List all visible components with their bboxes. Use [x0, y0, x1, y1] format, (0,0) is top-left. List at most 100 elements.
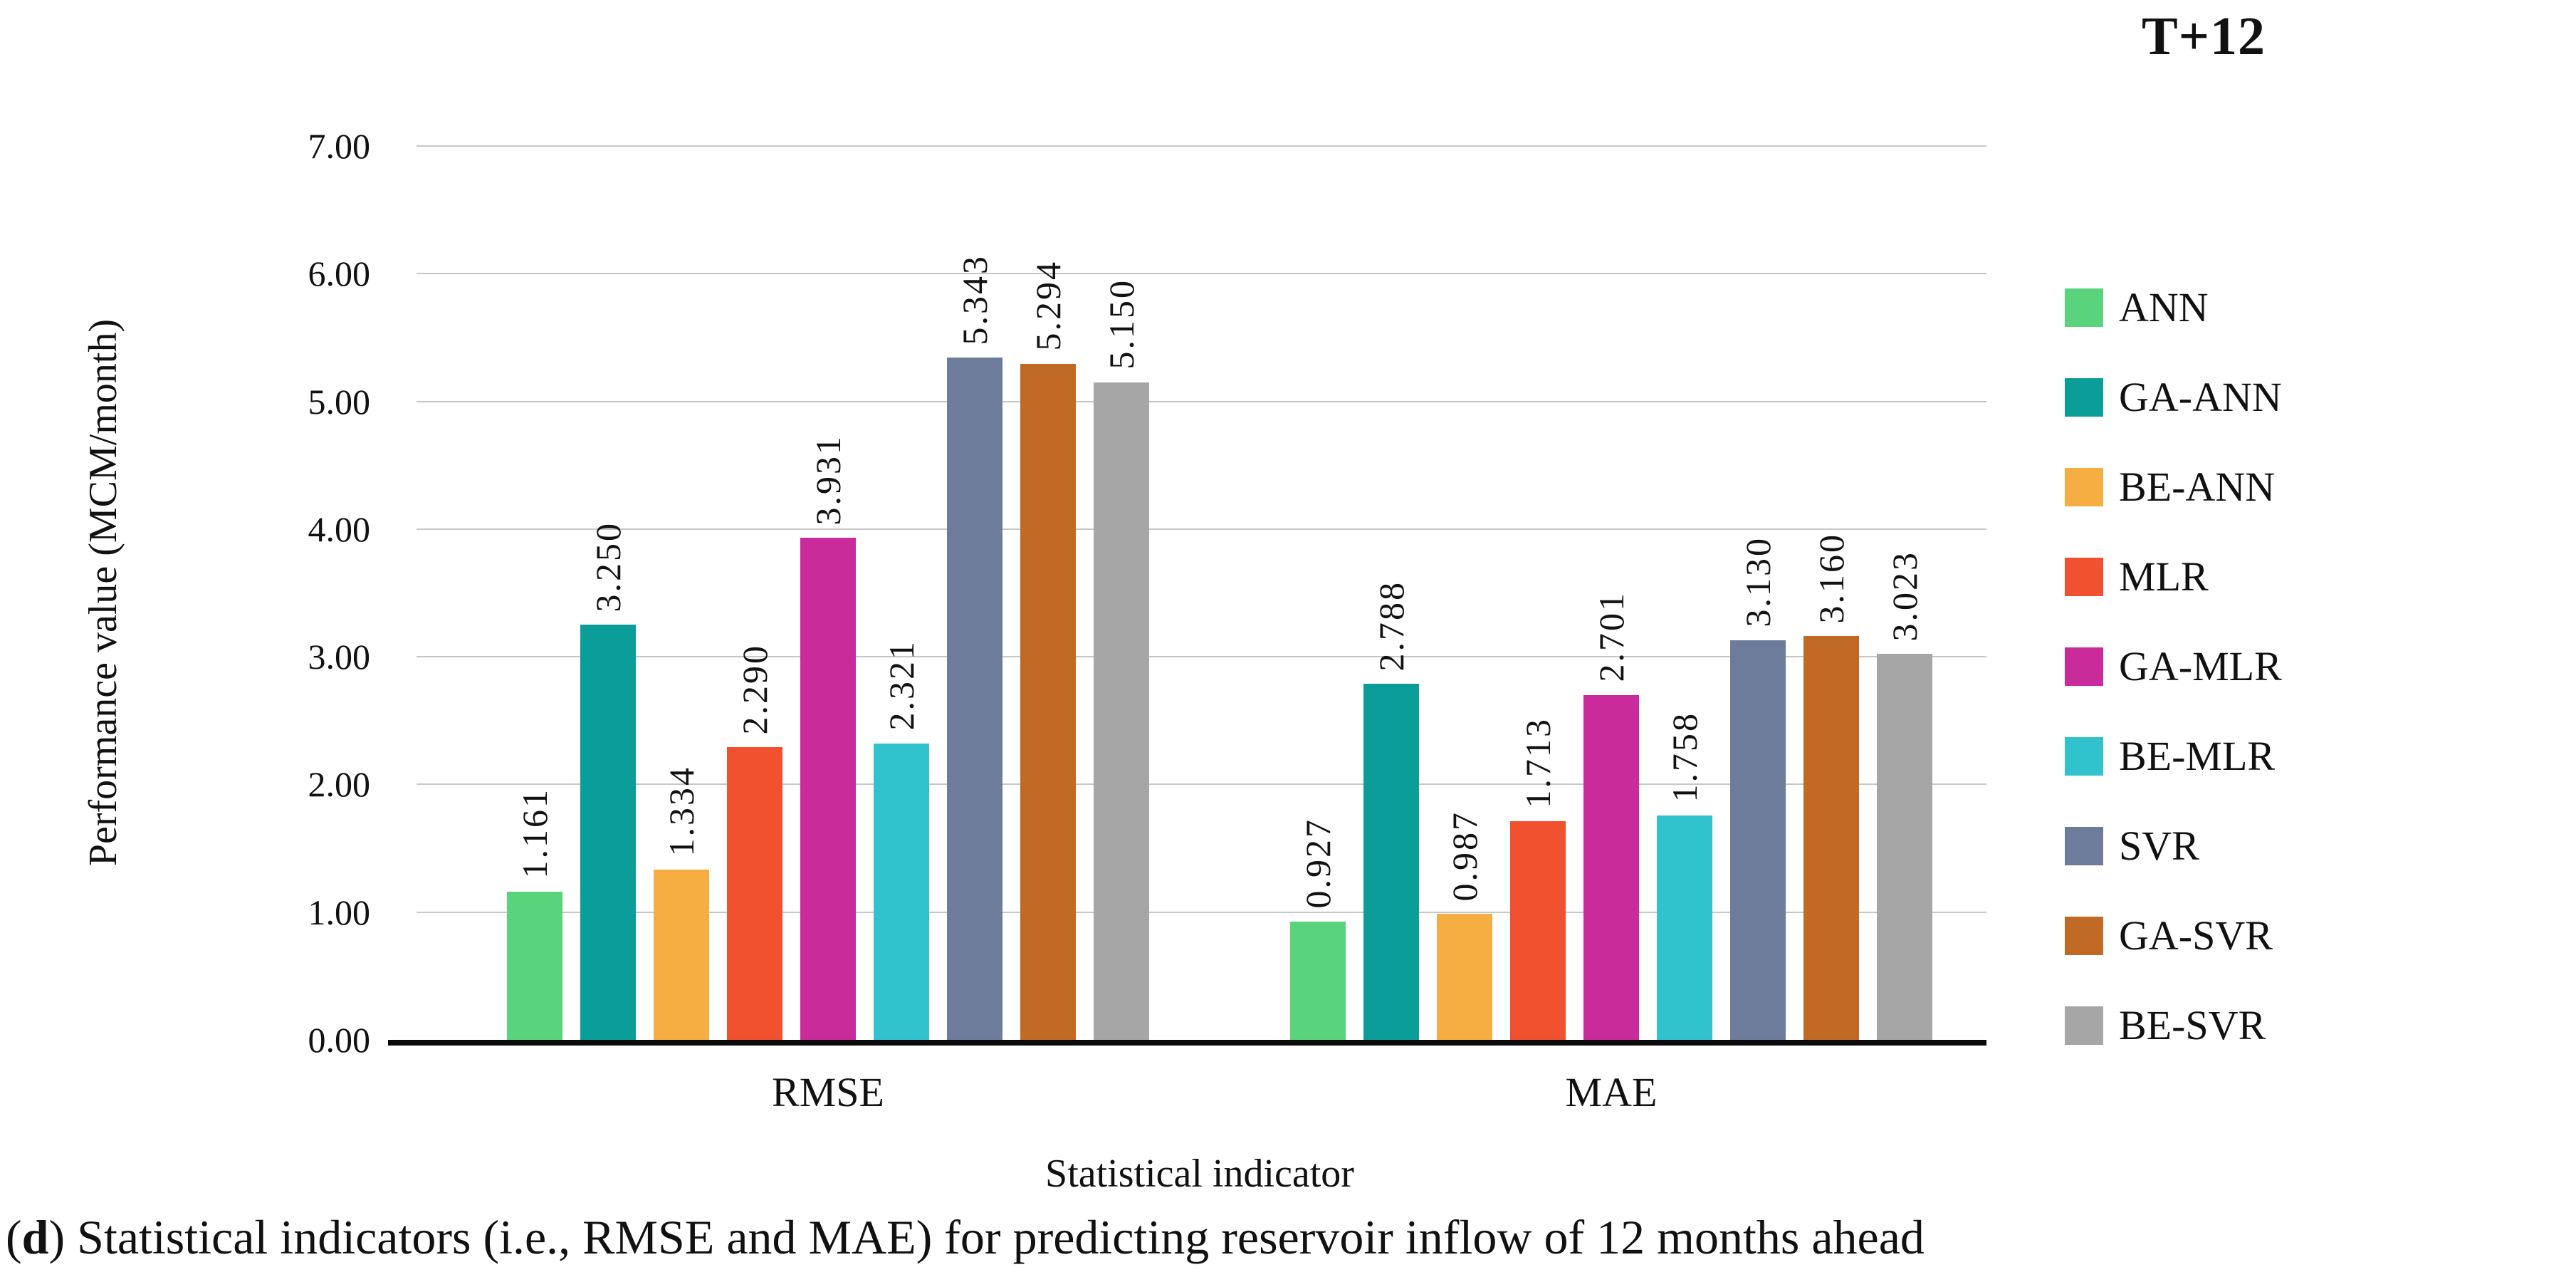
x-axis-line — [388, 1040, 1986, 1046]
bar-value-label: 5.294 — [1028, 260, 1068, 351]
bar-value-label: 5.150 — [1101, 278, 1141, 370]
gridline — [417, 656, 1986, 658]
bar-rmse-mlr — [727, 747, 782, 1040]
legend: ANN GA-ANN BE-ANN MLR GA-MLR BE-MLR SVR GA-SVR B… — [2065, 285, 2282, 1048]
bar-mae-be-ann — [1437, 914, 1492, 1040]
bar-value-label: 1.334 — [661, 766, 701, 857]
legend-swatch-icon — [2065, 378, 2103, 417]
legend-swatch-icon — [2065, 917, 2103, 955]
bar-mae-mlr — [1510, 820, 1566, 1040]
bar-cell-rmse-ga-ann: 3.250 — [580, 146, 636, 1040]
gridline — [417, 400, 1986, 402]
bar-rmse-svr — [947, 358, 1002, 1040]
bar-cell-mae-be-svr: 3.023 — [1877, 146, 1932, 1040]
bar-cell-rmse-be-svr: 5.150 — [1094, 146, 1149, 1040]
y-tick-label: 6.00 — [308, 254, 371, 294]
bar-cell-mae-ann: 0.927 — [1290, 146, 1346, 1040]
legend-item-be-mlr: BE-MLR — [2065, 734, 2282, 779]
legend-label: BE-SVR — [2119, 1002, 2266, 1048]
bar-cell-mae-ga-svr: 3.160 — [1803, 146, 1859, 1040]
legend-swatch-icon — [2065, 647, 2103, 686]
legend-label: ANN — [2119, 284, 2209, 330]
bar-value-label: 3.023 — [1885, 550, 1925, 642]
gridline — [417, 911, 1986, 913]
legend-label: BE-ANN — [2119, 464, 2276, 510]
bar-group-rmse: 1.161 3.250 1.334 2.290 3.931 2.321 5.343 5.294… — [507, 146, 1149, 1115]
bar-cell-rmse-ga-svr: 5.294 — [1020, 146, 1076, 1040]
bar-rmse-ga-svr — [1020, 363, 1076, 1040]
figure-caption: (d) Statistical indicators (i.e., RMSE a… — [6, 1209, 2572, 1266]
bar-cell-rmse-be-ann: 1.334 — [654, 146, 709, 1040]
legend-label: MLR — [2119, 553, 2209, 600]
bar-value-label: 5.343 — [955, 254, 995, 345]
bar-cell-mae-be-ann: 0.987 — [1437, 146, 1492, 1040]
gridline — [417, 145, 1986, 147]
bar-mae-ga-svr — [1803, 636, 1859, 1040]
legend-label: GA-SVR — [2119, 912, 2273, 959]
bar-value-label: 3.130 — [1738, 536, 1778, 627]
caption-open-paren: ( — [6, 1210, 22, 1264]
plot-area: 1.161 3.250 1.334 2.290 3.931 2.321 5.343 5.294… — [388, 145, 1986, 1115]
legend-swatch-icon — [2065, 827, 2103, 865]
y-tick-label: 4.00 — [308, 509, 371, 549]
bar-rmse-ga-mlr — [800, 538, 856, 1040]
legend-label: BE-MLR — [2119, 733, 2276, 779]
bar-value-label: 0.987 — [1445, 810, 1485, 902]
legend-label: GA-MLR — [2119, 643, 2282, 689]
gridline — [417, 783, 1986, 786]
bar-value-label: 3.160 — [1811, 532, 1851, 624]
legend-item-ga-ann: GA-ANN — [2065, 375, 2282, 420]
gridline — [417, 528, 1986, 530]
caption-marker: d — [21, 1210, 49, 1264]
bar-value-label: 2.701 — [1591, 591, 1631, 682]
category-label-rmse: RMSE — [772, 1069, 884, 1115]
bar-value-label: 3.931 — [808, 434, 848, 526]
bar-value-label: 1.161 — [515, 788, 555, 879]
legend-swatch-icon — [2065, 558, 2103, 596]
legend-swatch-icon — [2065, 1006, 2103, 1045]
legend-swatch-icon — [2065, 288, 2103, 327]
y-tick-label: 2.00 — [308, 764, 371, 805]
y-tick-label: 3.00 — [308, 637, 371, 677]
category-label-mae: MAE — [1565, 1069, 1658, 1115]
legend-item-svr: SVR — [2065, 823, 2282, 869]
legend-swatch-icon — [2065, 737, 2103, 776]
bar-cell-rmse-ga-mlr: 3.931 — [800, 146, 856, 1040]
gridline — [417, 273, 1986, 275]
bar-mae-be-svr — [1877, 654, 1932, 1040]
y-tick-label: 1.00 — [308, 892, 371, 932]
bar-mae-be-mlr — [1657, 815, 1712, 1040]
bar-value-label: 1.713 — [1518, 717, 1558, 808]
y-tick-label: 5.00 — [308, 381, 371, 422]
x-axis-title: Statistical indicator — [1045, 1152, 1354, 1196]
y-tick-label: 7.00 — [308, 126, 371, 166]
bar-rmse-be-ann — [654, 869, 709, 1040]
legend-swatch-icon — [2065, 468, 2103, 506]
bar-cell-mae-ga-ann: 2.788 — [1363, 146, 1419, 1040]
y-axis-ticks: 0.00 1.00 2.00 3.00 4.00 5.00 6.00 7.00 — [0, 128, 388, 1058]
bar-value-label: 2.321 — [881, 640, 921, 731]
bar-cell-mae-ga-mlr: 2.701 — [1583, 146, 1639, 1040]
bar-value-label: 3.250 — [588, 521, 628, 613]
y-tick-label: 0.00 — [308, 1020, 371, 1060]
legend-item-ga-svr: GA-SVR — [2065, 913, 2282, 959]
legend-label: GA-ANN — [2119, 374, 2282, 420]
chart-title: T+12 — [2142, 6, 2266, 66]
legend-item-mlr: MLR — [2065, 554, 2282, 600]
bar-value-label: 2.788 — [1371, 580, 1411, 672]
bar-mae-ga-ann — [1363, 684, 1419, 1040]
bar-rmse-be-mlr — [874, 743, 929, 1040]
legend-item-ga-mlr: GA-MLR — [2065, 644, 2282, 689]
bar-cell-rmse-be-mlr: 2.321 — [874, 146, 929, 1040]
bar-cell-mae-svr: 3.130 — [1730, 146, 1786, 1040]
legend-item-be-ann: BE-ANN — [2065, 464, 2282, 510]
bar-value-label: 1.758 — [1665, 712, 1705, 803]
bar-value-label: 2.290 — [735, 643, 775, 735]
legend-label: SVR — [2119, 823, 2199, 869]
bar-rmse-ga-ann — [580, 625, 636, 1040]
bar-mae-ann — [1290, 921, 1346, 1040]
bar-rmse-ann — [507, 891, 562, 1040]
caption-text: ) Statistical indicators (i.e., RMSE and… — [48, 1210, 1925, 1264]
bar-cell-rmse-ann: 1.161 — [507, 146, 562, 1040]
